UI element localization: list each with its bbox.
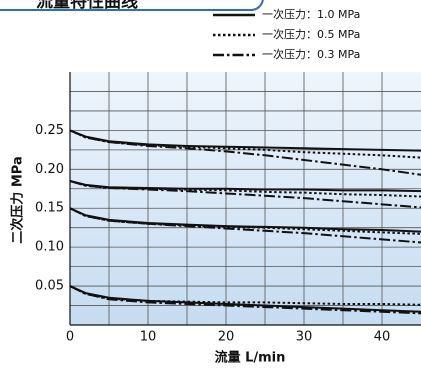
line [69, 285, 421, 315]
x-tick-label: 10 [140, 330, 157, 345]
line [69, 129, 421, 152]
y-axis-label: 二次压力 MPa [10, 156, 26, 243]
legend-label: 一次压力：0.3 MPa [262, 47, 360, 61]
line [69, 180, 421, 198]
line [69, 207, 421, 233]
title-tab [0, 0, 264, 11]
y-tick-label: 0.25 [35, 123, 64, 138]
plot-area [70, 72, 421, 325]
y-tick-label: 0.05 [35, 279, 64, 294]
line [69, 285, 421, 313]
y-tick-label: 0.20 [35, 162, 64, 177]
x-tick-label: 30 [296, 330, 313, 345]
y-tick-label: 0.15 [35, 201, 64, 216]
x-tick-label: 40 [374, 330, 391, 345]
x-tick-label: 0 [66, 330, 74, 345]
line [69, 207, 421, 244]
chart-title: 流量特性曲线 [36, 0, 138, 12]
x-tick-label: 20 [218, 330, 235, 345]
x-axis-label: 流量 L/min [215, 350, 286, 366]
y-tick-label: 0.10 [35, 240, 64, 255]
legend-label: 一次压力：1.0 MPa [262, 7, 360, 21]
line [69, 129, 421, 176]
line [69, 180, 421, 209]
legend-label: 一次压力：0.5 MPa [262, 27, 360, 41]
